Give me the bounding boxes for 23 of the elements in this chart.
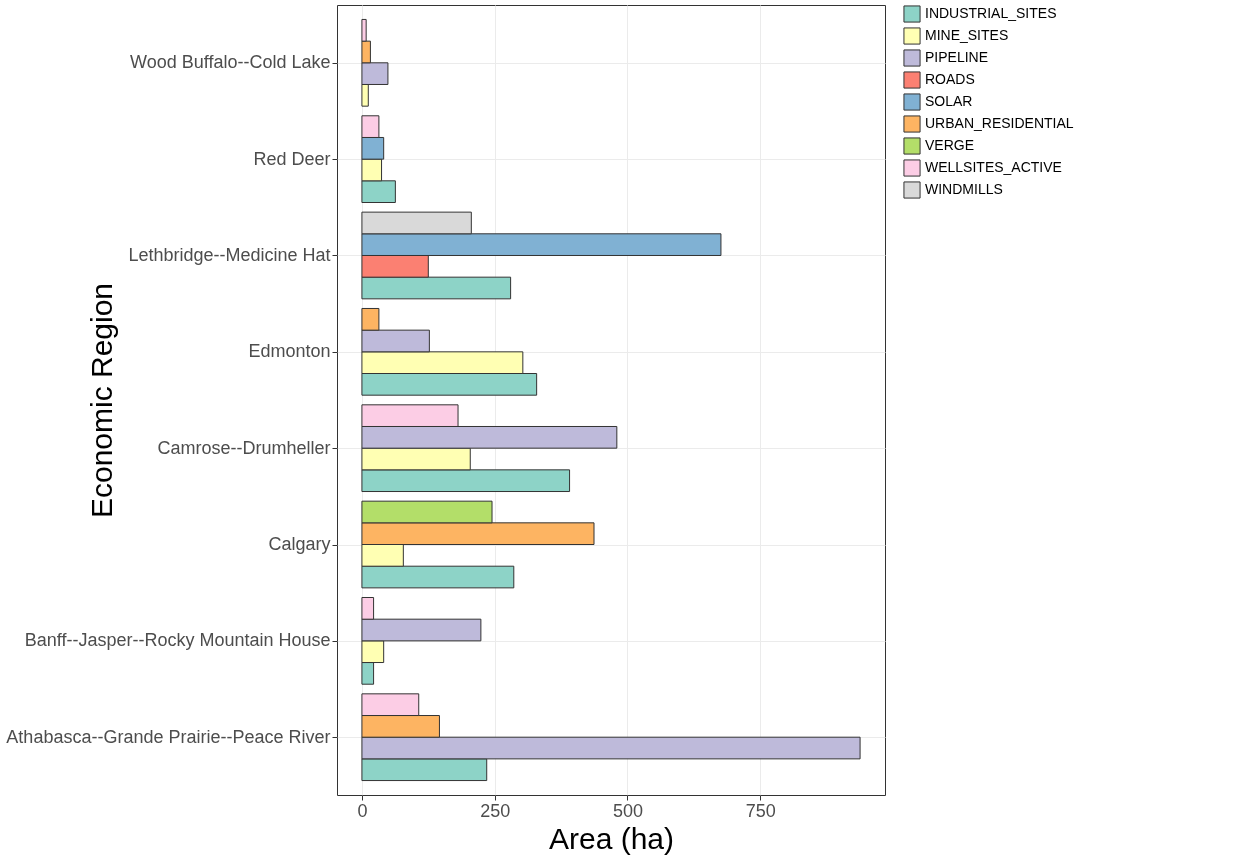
y-tick-label: Edmonton <box>248 341 331 362</box>
legend-label: ROADS <box>925 71 975 87</box>
x-tick-label: 500 <box>612 800 643 821</box>
y-tick-label: Wood Buffalo--Cold Lake <box>130 52 331 73</box>
y-tick-label: Athabasca--Grande Prairie--Peace River <box>6 726 331 747</box>
y-tick-label: Camrose--Drumheller <box>157 437 331 458</box>
y-tick-label: Calgary <box>268 534 331 555</box>
x-tick-label: 0 <box>357 800 368 821</box>
legend-label: SOLAR <box>925 93 973 109</box>
legend-label: URBAN_RESIDENTIAL <box>925 115 1074 131</box>
y-tick-label: Lethbridge--Medicine Hat <box>128 244 331 265</box>
y-axis-title: Economic Region <box>84 282 118 519</box>
x-tick-label: 750 <box>745 800 776 821</box>
legend-label: INDUSTRIAL_SITES <box>925 5 1057 21</box>
legend-label: WINDMILLS <box>925 181 1003 197</box>
y-tick-label: Red Deer <box>253 148 331 169</box>
legend-label: MINE_SITES <box>925 27 1009 43</box>
legend-label: PIPELINE <box>925 49 989 65</box>
legend-label: WELLSITES_ACTIVE <box>925 159 1062 175</box>
y-tick-label: Banff--Jasper--Rocky Mountain House <box>24 630 331 651</box>
legend-label: VERGE <box>925 137 975 153</box>
x-tick-label: 250 <box>480 800 511 821</box>
x-axis-title: Area (ha) <box>548 821 675 855</box>
